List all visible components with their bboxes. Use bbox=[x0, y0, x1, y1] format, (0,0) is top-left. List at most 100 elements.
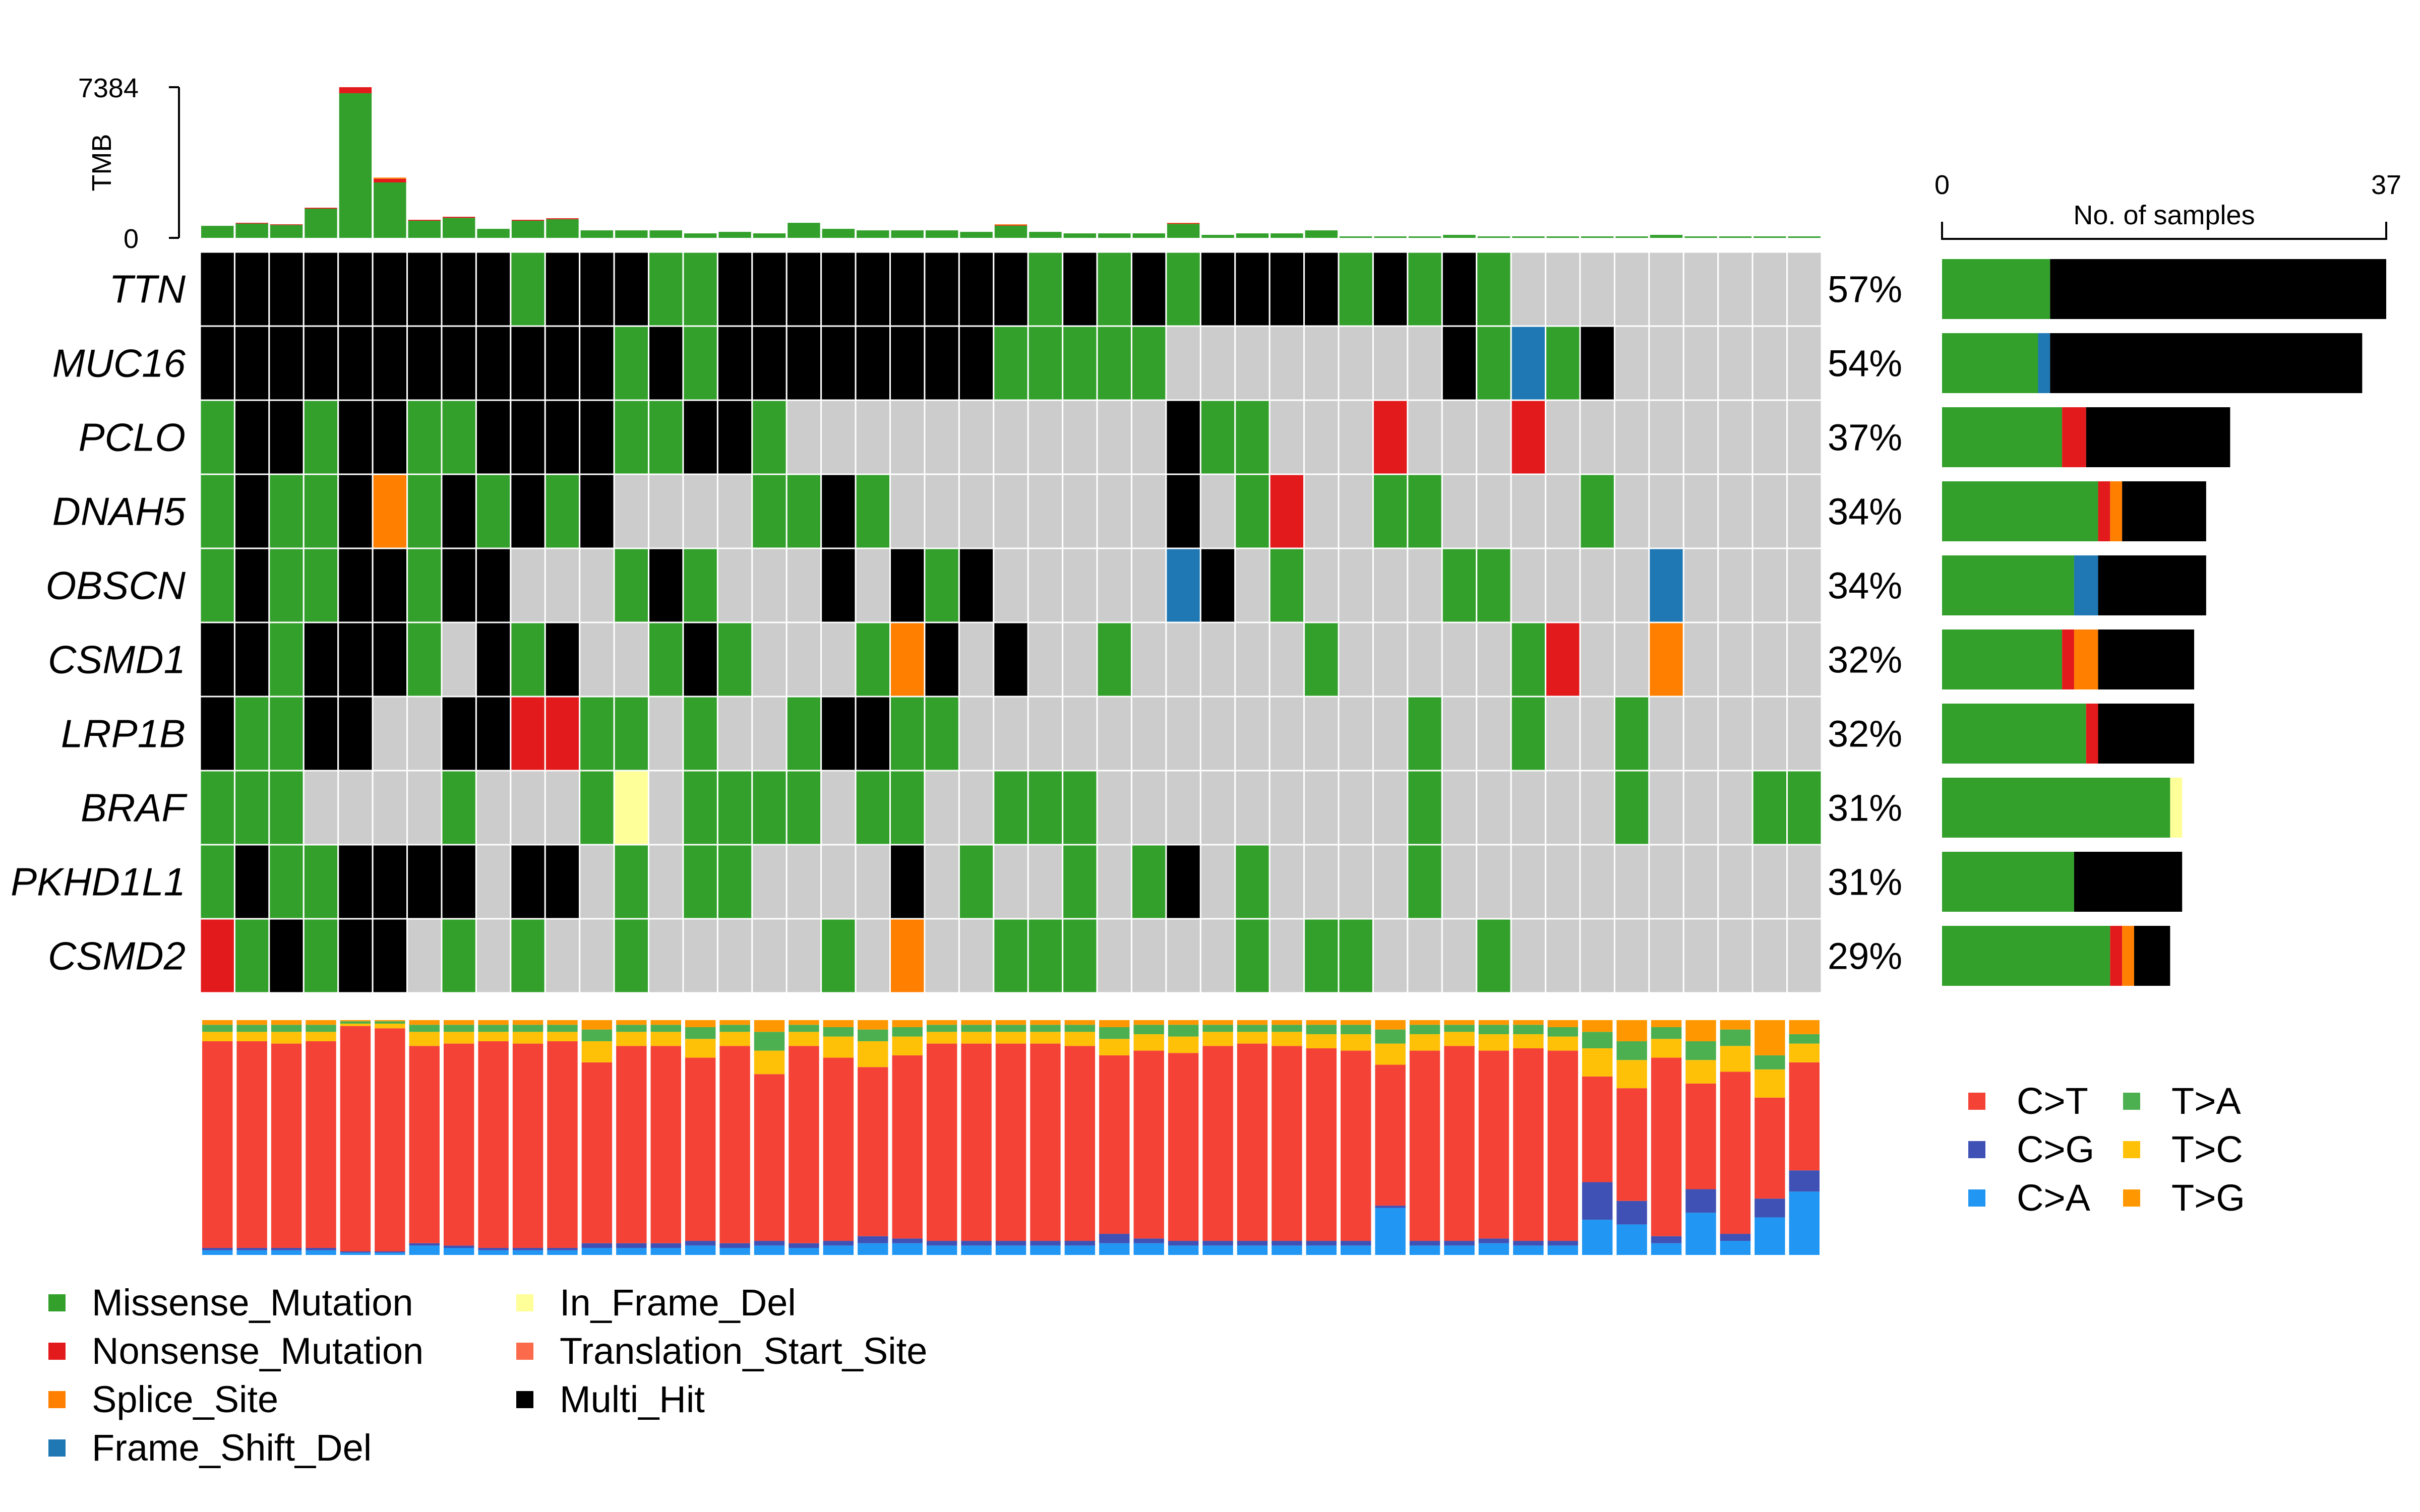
matrix-cell-csmd1-26 bbox=[1062, 621, 1098, 698]
matrix-cell-csmd1-2 bbox=[233, 621, 270, 698]
matrix-cell-obscn-19 bbox=[820, 547, 857, 623]
matrix-cell-ttn-36 bbox=[1407, 251, 1443, 327]
matrix-cell-braf-13 bbox=[613, 770, 650, 846]
titv-segment-13-CtoT bbox=[616, 1046, 647, 1243]
matrix-cell-muc16-2 bbox=[233, 325, 270, 401]
tmb-tick-max-label: 7384 bbox=[78, 73, 139, 103]
matrix-cell-obscn-16 bbox=[716, 547, 753, 623]
matrix-cell-lrp1b-19 bbox=[820, 696, 857, 772]
matrix-cell-lrp1b-1 bbox=[199, 696, 235, 772]
matrix-cell-pkhd1l1-36 bbox=[1407, 844, 1443, 920]
gene-bar-dnah5-multi-hit bbox=[2122, 481, 2206, 541]
percent-label-pkhd1l1: 31% bbox=[1828, 861, 1902, 903]
matrix-cell-braf-42 bbox=[1613, 770, 1650, 846]
gene-label-muc16: MUC16 bbox=[52, 341, 186, 386]
matrix-cell-lrp1b-29 bbox=[1165, 696, 1201, 772]
titv-segment-28-TtoC bbox=[1133, 1034, 1164, 1051]
matrix-cell-muc16-24 bbox=[993, 325, 1029, 401]
titv-segment-24-CtoG bbox=[995, 1241, 1026, 1246]
matrix-cell-muc16-40 bbox=[1545, 325, 1581, 401]
titv-segment-17-CtoA bbox=[754, 1245, 785, 1255]
matrix-cell-lrp1b-18 bbox=[785, 696, 822, 772]
percent-label-pclo: 37% bbox=[1828, 417, 1902, 459]
matrix-cell-csmd2-30 bbox=[1199, 918, 1236, 994]
matrix-cell-csmd2-8 bbox=[441, 918, 477, 994]
matrix-cell-pkhd1l1-41 bbox=[1579, 844, 1615, 920]
titv-segment-38-TtoA bbox=[1478, 1025, 1509, 1034]
matrix-cell-dnah5-25 bbox=[1027, 473, 1064, 549]
matrix-cell-obscn-10 bbox=[510, 547, 546, 623]
titv-segment-42-TtoC bbox=[1616, 1060, 1647, 1089]
matrix-cell-csmd1-5 bbox=[337, 621, 374, 698]
gene-bar-ttn-multi-hit bbox=[2050, 259, 2386, 319]
matrix-cell-braf-22 bbox=[924, 770, 960, 846]
matrix-cell-obscn-7 bbox=[406, 547, 443, 623]
matrix-cell-obscn-21 bbox=[889, 547, 926, 623]
matrix-cell-csmd2-40 bbox=[1545, 918, 1581, 994]
gene-bar-lrp1b-missense bbox=[1942, 704, 2086, 764]
matrix-cell-dnah5-36 bbox=[1407, 473, 1443, 549]
matrix-cell-lrp1b-14 bbox=[648, 696, 684, 772]
gene-bar-csmd1-multi-hit bbox=[2098, 629, 2195, 689]
titv-segment-30-CtoG bbox=[1202, 1241, 1233, 1246]
titv-segment-14-TtoC bbox=[650, 1032, 681, 1046]
matrix-cell-braf-1 bbox=[199, 770, 235, 846]
matrix-cell-obscn-1 bbox=[199, 547, 235, 623]
matrix-cell-braf-33 bbox=[1303, 770, 1340, 846]
titv-segment-19-TtoG bbox=[823, 1020, 854, 1027]
titv-segment-29-TtoC bbox=[1168, 1036, 1199, 1053]
titv-segment-40-CtoT bbox=[1547, 1050, 1579, 1241]
matrix-cell-muc16-41 bbox=[1579, 325, 1615, 401]
matrix-cell-dnah5-7 bbox=[406, 473, 443, 549]
titv-segment-13-TtoC bbox=[616, 1032, 647, 1046]
matrix-cell-dnah5-35 bbox=[1372, 473, 1409, 549]
matrix-cell-csmd1-42 bbox=[1613, 621, 1650, 698]
titv-legend-swatch-ctoa bbox=[1968, 1189, 1985, 1207]
titv-segment-20-CtoG bbox=[858, 1236, 888, 1243]
matrix-cell-ttn-10 bbox=[510, 251, 546, 327]
matrix-cell-lrp1b-40 bbox=[1545, 696, 1581, 772]
matrix-cell-pclo-3 bbox=[268, 399, 305, 475]
matrix-cell-pclo-39 bbox=[1510, 399, 1547, 475]
titv-segment-25-CtoG bbox=[1030, 1241, 1061, 1246]
matrix-cell-csmd1-7 bbox=[406, 621, 443, 698]
titv-segment-1-TtoC bbox=[202, 1032, 233, 1041]
matrix-cell-lrp1b-36 bbox=[1407, 696, 1443, 772]
titv-segment-14-CtoA bbox=[650, 1248, 681, 1255]
matrix-cell-pclo-33 bbox=[1303, 399, 1340, 475]
titv-segment-14-TtoA bbox=[650, 1025, 681, 1032]
titv-segment-45-CtoG bbox=[1720, 1234, 1751, 1241]
titv-segment-5-CtoG bbox=[340, 1251, 371, 1253]
matrix-cell-csmd1-43 bbox=[1648, 621, 1684, 698]
matrix-cell-muc16-39 bbox=[1510, 325, 1547, 401]
matrix-cell-obscn-15 bbox=[682, 547, 718, 623]
matrix-cell-muc16-36 bbox=[1407, 325, 1443, 401]
matrix-cell-dnah5-45 bbox=[1717, 473, 1753, 549]
matrix-cell-csmd1-4 bbox=[302, 621, 339, 698]
titv-segment-35-TtoC bbox=[1375, 1043, 1406, 1065]
matrix-cell-csmd1-22 bbox=[924, 621, 960, 698]
matrix-cell-pclo-11 bbox=[544, 399, 581, 475]
matrix-cell-csmd1-3 bbox=[268, 621, 305, 698]
matrix-cell-obscn-2 bbox=[233, 547, 270, 623]
tmb-panel: 7384 0 TMB bbox=[78, 73, 1821, 254]
titv-segment-46-TtoG bbox=[1754, 1020, 1785, 1055]
matrix-cell-csmd2-16 bbox=[716, 918, 753, 994]
matrix-cell-obscn-20 bbox=[855, 547, 891, 623]
matrix-cell-ttn-19 bbox=[820, 251, 857, 327]
titv-segment-15-CtoG bbox=[685, 1241, 716, 1246]
matrix-cell-braf-17 bbox=[751, 770, 788, 846]
matrix-cell-obscn-39 bbox=[1510, 547, 1547, 623]
titv-segment-41-CtoG bbox=[1582, 1182, 1613, 1220]
matrix-cell-ttn-26 bbox=[1062, 251, 1098, 327]
matrix-cell-dnah5-12 bbox=[579, 473, 615, 549]
matrix-cell-pkhd1l1-6 bbox=[372, 844, 408, 920]
matrix-cell-lrp1b-27 bbox=[1096, 696, 1132, 772]
matrix-cell-dnah5-17 bbox=[751, 473, 788, 549]
matrix-cell-pclo-47 bbox=[1786, 399, 1823, 475]
titv-segment-11-TtoA bbox=[547, 1025, 578, 1032]
matrix-cell-muc16-33 bbox=[1303, 325, 1340, 401]
matrix-cell-braf-43 bbox=[1648, 770, 1684, 846]
titv-segment-18-CtoA bbox=[789, 1248, 819, 1255]
matrix-cell-muc16-19 bbox=[820, 325, 857, 401]
